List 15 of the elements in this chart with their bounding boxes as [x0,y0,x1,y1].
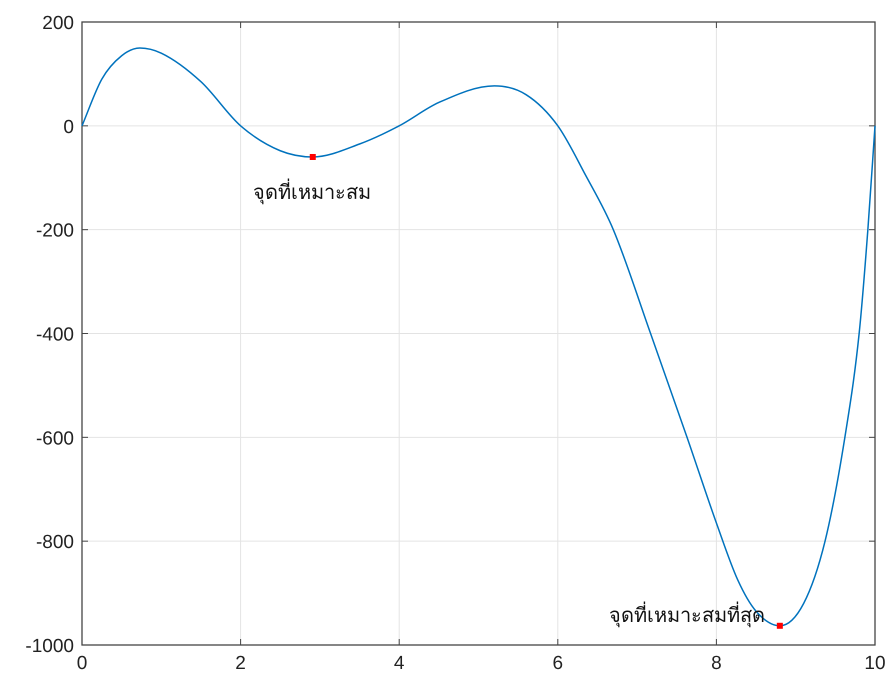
y-tick-label: -800 [36,532,74,554]
y-tick-label: -1000 [25,636,74,657]
x-tick-label: 4 [394,653,405,674]
y-tick-label: -600 [36,428,74,450]
x-tick-label: 0 [76,653,88,674]
y-tick-label: 200 [42,13,74,34]
annotation: จุดที่เหมาะสมที่สุด [608,600,765,628]
x-tick-label: 10 [864,653,886,674]
x-tick-label: 2 [235,653,246,674]
y-tick-label: 0 [63,116,74,138]
x-tick-label: 8 [711,653,722,674]
x-tick-label: 6 [552,653,564,674]
y-tick-label: -400 [36,324,74,346]
y-tick-label: -200 [36,220,74,242]
annotation: จุดที่เหมาะสม [252,178,371,205]
